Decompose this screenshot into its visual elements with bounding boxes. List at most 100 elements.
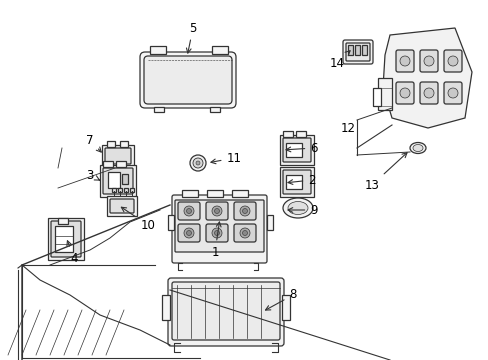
Text: 9: 9 [287, 203, 317, 216]
FancyBboxPatch shape [283, 170, 310, 194]
Bar [285, 175, 302, 189]
Text: 10: 10 [121, 207, 155, 231]
Circle shape [447, 56, 457, 66]
Ellipse shape [412, 144, 422, 152]
FancyBboxPatch shape [342, 40, 372, 64]
Text: 4: 4 [67, 241, 78, 265]
Bar [285, 143, 302, 157]
Circle shape [183, 206, 194, 216]
FancyBboxPatch shape [443, 82, 461, 104]
FancyBboxPatch shape [103, 168, 133, 194]
Bar [48, 218, 84, 260]
Circle shape [447, 88, 457, 98]
FancyBboxPatch shape [205, 224, 227, 242]
Bar [100, 165, 136, 197]
FancyBboxPatch shape [178, 202, 200, 220]
FancyBboxPatch shape [168, 278, 284, 346]
Ellipse shape [287, 202, 307, 215]
Circle shape [186, 230, 191, 235]
Bar [168, 215, 174, 230]
FancyBboxPatch shape [346, 43, 369, 61]
Bar [130, 188, 134, 192]
Text: 3: 3 [86, 168, 100, 181]
Bar [361, 45, 366, 55]
FancyBboxPatch shape [419, 82, 437, 104]
Text: 11: 11 [210, 152, 241, 165]
Bar [120, 141, 128, 147]
Circle shape [240, 206, 249, 216]
Bar [102, 145, 134, 167]
Circle shape [242, 230, 247, 235]
Text: 12: 12 [340, 122, 355, 135]
Bar [347, 45, 352, 55]
FancyBboxPatch shape [443, 50, 461, 72]
FancyBboxPatch shape [51, 221, 81, 257]
Bar [354, 45, 359, 55]
Bar [150, 46, 165, 54]
FancyBboxPatch shape [105, 148, 131, 164]
Bar [372, 88, 380, 106]
Bar [209, 107, 220, 112]
Bar [162, 295, 170, 320]
FancyBboxPatch shape [283, 138, 310, 162]
FancyBboxPatch shape [234, 224, 256, 242]
Bar [154, 107, 163, 112]
Bar [280, 167, 313, 197]
FancyBboxPatch shape [172, 282, 280, 340]
FancyBboxPatch shape [419, 50, 437, 72]
Bar [107, 141, 115, 147]
Circle shape [214, 208, 219, 213]
Polygon shape [382, 28, 471, 128]
Text: 13: 13 [364, 153, 406, 192]
Circle shape [196, 161, 200, 165]
Text: 2: 2 [287, 174, 315, 186]
Circle shape [214, 230, 219, 235]
Bar [182, 190, 198, 197]
Bar [108, 172, 120, 188]
Circle shape [423, 88, 433, 98]
Bar [295, 131, 305, 137]
FancyBboxPatch shape [143, 56, 231, 104]
Circle shape [193, 158, 203, 168]
Circle shape [399, 88, 409, 98]
Ellipse shape [409, 143, 425, 153]
Circle shape [399, 56, 409, 66]
FancyBboxPatch shape [234, 202, 256, 220]
Bar [112, 188, 116, 192]
Text: 1: 1 [211, 222, 221, 258]
Circle shape [186, 208, 191, 213]
Ellipse shape [283, 198, 312, 218]
Bar [107, 196, 137, 216]
Text: 8: 8 [265, 288, 296, 310]
Bar [231, 190, 247, 197]
Bar [116, 161, 126, 167]
Bar [206, 190, 223, 197]
Circle shape [212, 206, 222, 216]
Text: 6: 6 [285, 141, 317, 154]
Text: 14: 14 [329, 51, 349, 69]
FancyBboxPatch shape [172, 195, 266, 263]
FancyBboxPatch shape [205, 202, 227, 220]
Bar [55, 226, 73, 252]
FancyBboxPatch shape [395, 82, 413, 104]
Bar [377, 78, 391, 110]
Bar [280, 135, 313, 165]
Bar [282, 295, 289, 320]
FancyBboxPatch shape [140, 52, 236, 108]
Circle shape [190, 155, 205, 171]
Bar [58, 218, 68, 224]
Bar [103, 161, 113, 167]
FancyBboxPatch shape [175, 200, 264, 252]
FancyBboxPatch shape [395, 50, 413, 72]
Bar [124, 188, 128, 192]
Circle shape [240, 228, 249, 238]
Bar [212, 46, 227, 54]
Bar [266, 215, 272, 230]
Circle shape [242, 208, 247, 213]
Bar [122, 174, 128, 184]
Bar [283, 131, 292, 137]
Circle shape [423, 56, 433, 66]
FancyBboxPatch shape [110, 199, 134, 213]
Text: 5: 5 [186, 22, 196, 53]
Bar [118, 188, 122, 192]
